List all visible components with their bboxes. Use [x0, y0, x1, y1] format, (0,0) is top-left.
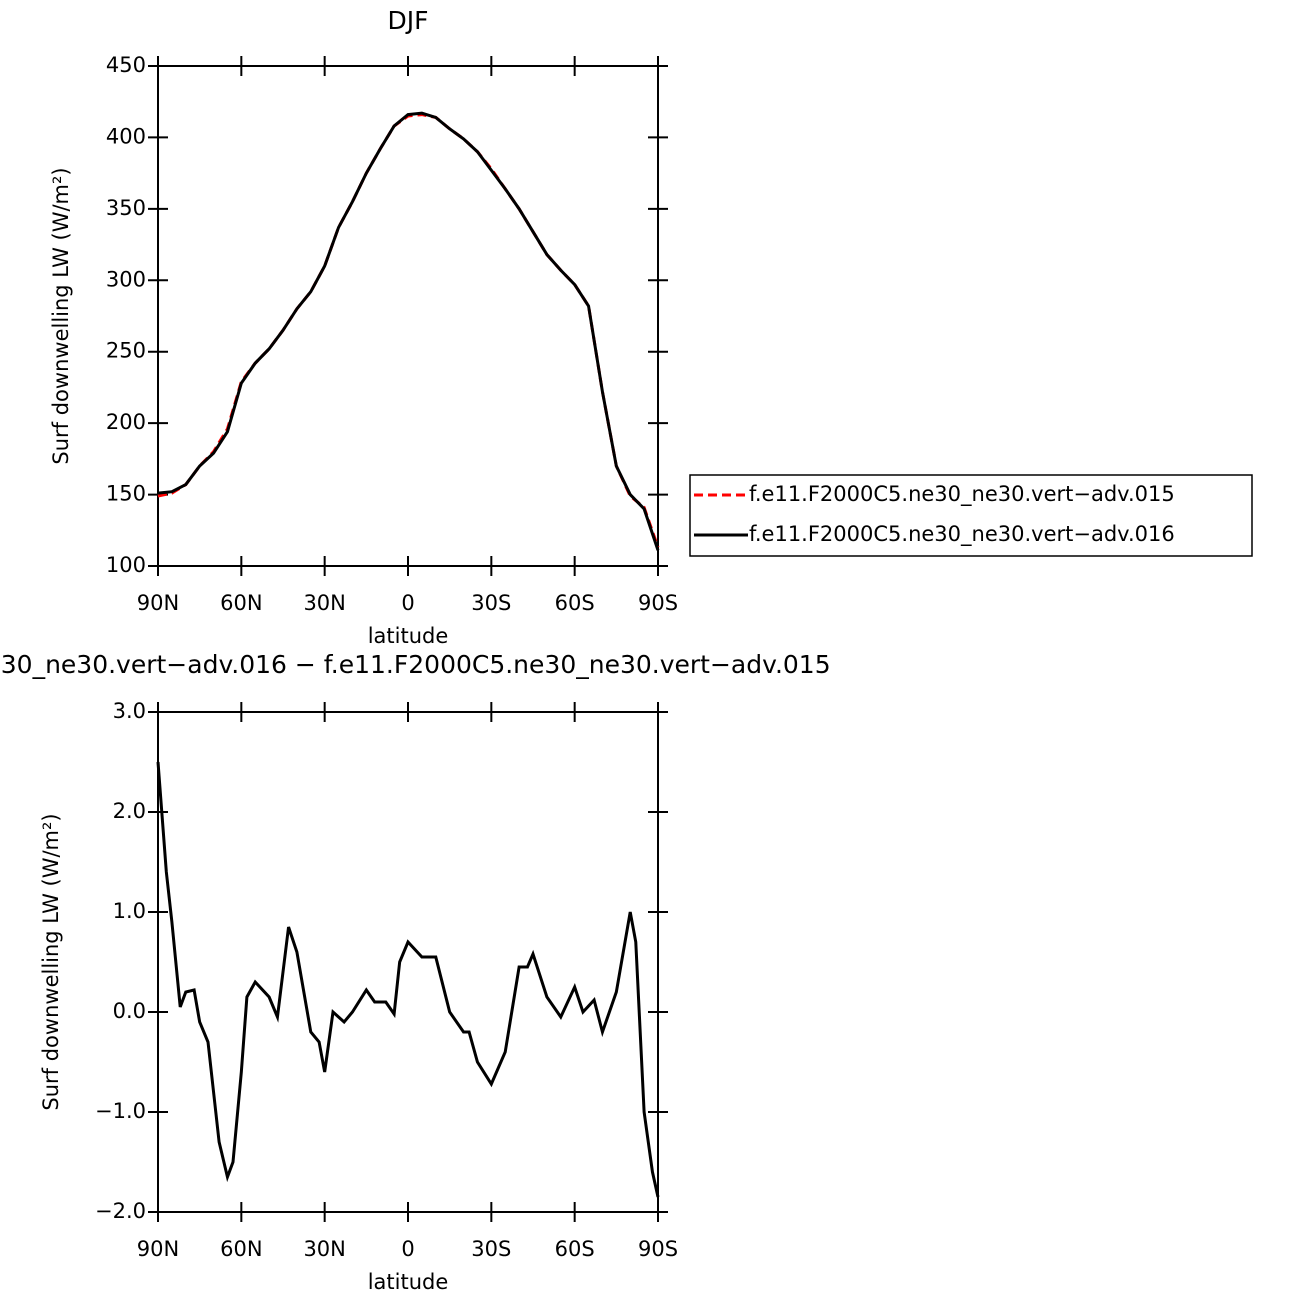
x-tick-label: 30N	[303, 1237, 345, 1261]
y-tick-label: 300	[106, 267, 146, 291]
x-tick-label: 60S	[555, 1237, 595, 1261]
x-tick-label: 30S	[471, 591, 511, 615]
y-tick-label: 250	[106, 339, 146, 363]
line-series	[157, 111, 660, 551]
legend-label: f.e11.F2000C5.ne30_ne30.vert−adv.015	[749, 482, 1175, 507]
x-tick-label: 30S	[471, 1237, 511, 1261]
y-tick-label: 100	[106, 553, 146, 577]
chart-title: DJF	[387, 6, 428, 35]
x-tick-label: 90S	[638, 1237, 678, 1261]
x-axis-label: latitude	[368, 1270, 449, 1294]
y-axis-label: Surf downwelling LW (W/m²)	[39, 813, 63, 1110]
x-axis-label: latitude	[368, 624, 449, 648]
y-tick-label: 2.0	[113, 799, 146, 823]
y-tick-label: −2.0	[95, 1199, 146, 1223]
y-axis-label: Surf downwelling LW (W/m²)	[49, 167, 73, 464]
y-tick-label: 1.0	[113, 899, 146, 923]
y-tick-label: 150	[106, 482, 146, 506]
x-tick-label: 0	[401, 1237, 414, 1261]
y-tick-label: 200	[106, 410, 146, 434]
y-tick-label: 350	[106, 196, 146, 220]
legend-label: f.e11.F2000C5.ne30_ne30.vert−adv.016	[749, 522, 1175, 547]
chart-title: e30_ne30.vert−adv.016 − f.e11.F2000C5.ne…	[0, 650, 831, 679]
x-tick-label: 30N	[303, 591, 345, 615]
x-tick-label: 0	[401, 591, 414, 615]
y-tick-label: −1.0	[95, 1099, 146, 1123]
x-tick-label: 90N	[137, 591, 179, 615]
line-series	[157, 113, 660, 548]
x-tick-label: 60N	[220, 591, 262, 615]
x-tick-label: 60S	[555, 591, 595, 615]
y-tick-label: 400	[106, 124, 146, 148]
y-tick-label: 0.0	[113, 999, 146, 1023]
x-tick-label: 90S	[638, 591, 678, 615]
plot-frame	[157, 65, 659, 567]
line-series	[156, 761, 660, 1198]
x-tick-label: 60N	[220, 1237, 262, 1261]
plot-frame	[157, 711, 659, 1213]
y-tick-label: 450	[106, 53, 146, 77]
x-tick-label: 90N	[137, 1237, 179, 1261]
y-tick-label: 3.0	[113, 699, 146, 723]
legend-box	[689, 474, 1253, 557]
